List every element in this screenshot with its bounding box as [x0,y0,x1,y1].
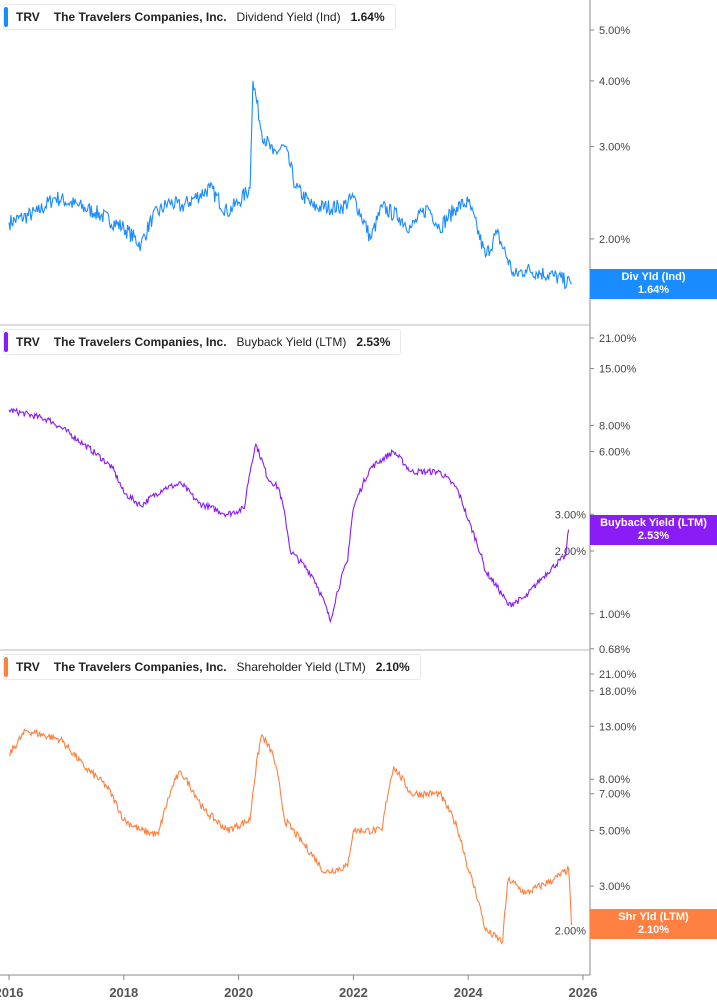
tag-label: Buyback Yield (LTM) [600,517,707,529]
tag-label: Shr Yld (LTM) [618,911,689,923]
y-tick-label: 7.00% [599,789,630,801]
legend-dividend-yield[interactable]: TRV The Travelers Companies, Inc. Divide… [3,4,396,30]
last-value-tag-shareholder: Shr Yld (LTM) 2.10% [590,909,717,939]
last-value-tag-dividend: Div Yld (Ind) 1.64% [590,269,717,299]
y-tick-label: 3.00% [555,509,586,521]
legend-company: The Travelers Companies, Inc. [53,660,227,674]
x-tick-label: 2026 [569,985,598,1000]
legend-metric: Shareholder Yield (LTM) [236,660,366,674]
legend-ticker: TRV [16,335,40,349]
series-color-marker [4,7,8,27]
y-tick-label: 18.00% [599,686,637,698]
legend-buyback-yield[interactable]: TRV The Travelers Companies, Inc. Buybac… [3,329,402,355]
y-tick-label: 3.00% [599,881,630,893]
tag-value: 1.64% [637,284,670,296]
y-tick-label: 5.00% [599,825,630,837]
series-line-1 [8,407,570,624]
y-tick-label: 21.00% [599,333,637,345]
y-tick-label: 0.68% [599,644,630,656]
x-tick-label: 2020 [224,985,253,1000]
legend-company: The Travelers Companies, Inc. [53,335,227,349]
y-tick-label: 2.00% [555,546,586,558]
legend-company: The Travelers Companies, Inc. [53,10,227,24]
legend-metric: Dividend Yield (Ind) [236,10,341,24]
y-tick-label: 8.00% [599,420,630,432]
tag-value: 2.10% [637,924,670,936]
y-tick-label: 15.00% [599,363,637,375]
legend-ticker: TRV [16,10,40,24]
last-value-tag-buyback: Buyback Yield (LTM) 2.53% [590,515,717,545]
y-tick-label: 13.00% [599,721,637,733]
x-tick-label: 2018 [109,985,138,1000]
y-tick-label: 2.00% [555,925,586,937]
legend-shareholder-yield[interactable]: TRV The Travelers Companies, Inc. Shareh… [3,654,421,680]
series-color-marker [4,332,8,352]
y-tick-label: 21.00% [599,669,637,681]
legend-ticker: TRV [16,660,40,674]
legend-value: 1.64% [350,10,385,24]
y-tick-label: 1.00% [599,609,630,621]
tag-label: Div Yld (Ind) [621,271,686,283]
series-line-2 [8,728,573,945]
x-tick-label: 2024 [454,985,484,1000]
tag-value: 2.53% [637,530,670,542]
legend-value: 2.53% [356,335,391,349]
y-tick-label: 4.00% [599,76,630,88]
legend-metric: Buyback Yield (LTM) [236,335,347,349]
y-tick-label: 3.00% [599,141,630,153]
y-tick-label: 5.00% [599,25,630,37]
series-line-0 [8,80,572,290]
x-tick-label: 2022 [339,985,368,1000]
series-color-marker [4,657,8,677]
y-tick-label: 6.00% [599,447,630,459]
legend-value: 2.10% [375,660,410,674]
y-tick-label: 2.00% [599,234,630,246]
y-tick-label: 8.00% [599,774,630,786]
x-tick-label: 2016 [0,985,23,1000]
